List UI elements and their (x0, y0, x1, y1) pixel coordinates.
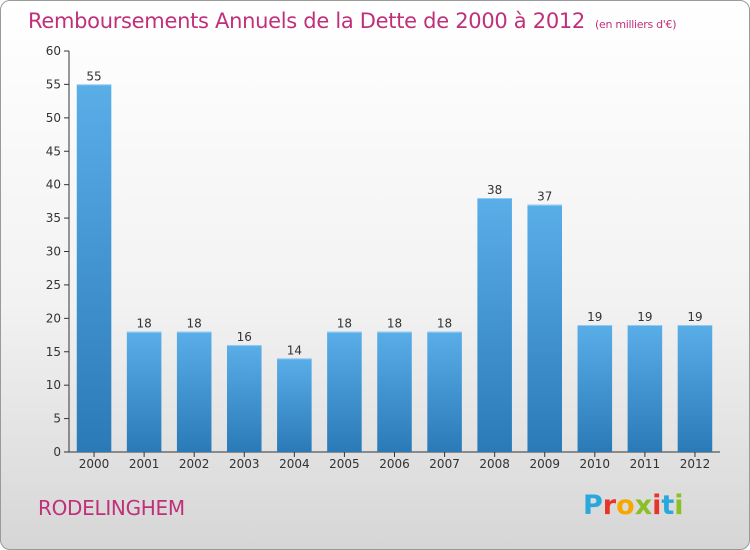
x-tick-label: 2005 (329, 457, 360, 471)
y-tick-label: 10 (46, 378, 61, 392)
title-text: Remboursements Annuels de la Dette de 20… (28, 9, 585, 33)
bar-2003[interactable] (226, 345, 262, 452)
value-label: 16 (237, 330, 252, 344)
x-tick-label: 2000 (79, 457, 110, 471)
bar-2002[interactable] (176, 331, 212, 452)
logo-letter: o (616, 490, 635, 521)
value-label: 18 (337, 317, 352, 331)
value-label: 55 (86, 69, 101, 83)
y-tick-label: 40 (46, 178, 61, 192)
value-labels: 55 18 18 16 14 18 18 18 38 37 19 19 19 (86, 69, 702, 357)
bar-2010[interactable] (577, 325, 613, 452)
y-tick-label: 5 (53, 412, 61, 426)
bar-chart: 0 5 10 15 20 25 30 35 40 45 50 55 60 2000 2001 2002 2003… (46, 44, 720, 471)
y-tick-label: 15 (46, 345, 61, 359)
value-label: 14 (287, 343, 302, 357)
value-label: 37 (537, 190, 552, 204)
x-tick-label: 2010 (580, 457, 611, 471)
value-label: 19 (687, 310, 702, 324)
value-label: 18 (187, 317, 202, 331)
axes: 0 5 10 15 20 25 30 35 40 45 50 55 60 2000 2001 2002 2003… (46, 44, 720, 471)
bar-2008[interactable] (477, 198, 512, 452)
value-label: 18 (136, 317, 151, 331)
bar-2006[interactable] (377, 331, 412, 452)
x-tick-label: 2011 (630, 457, 661, 471)
bar-2000[interactable] (76, 84, 112, 453)
value-label: 19 (637, 310, 652, 324)
chart-subtitle: (en milliers d'€) (595, 18, 677, 31)
x-tick-label: 2004 (279, 457, 310, 471)
x-tick-label: 2009 (529, 457, 560, 471)
logo-letter: r (602, 490, 617, 521)
y-tick-label: 35 (46, 211, 61, 225)
x-tick-label: 2001 (129, 457, 160, 471)
bar-2005[interactable] (327, 331, 362, 452)
logo-letter: t (661, 490, 675, 521)
y-tick-label: 50 (46, 111, 61, 125)
bar-2007[interactable] (427, 331, 462, 452)
bar-2009[interactable] (527, 204, 563, 452)
y-tick-label: 45 (46, 144, 61, 158)
x-tick-label: 2003 (229, 457, 260, 471)
x-tick-label: 2008 (479, 457, 510, 471)
y-tick-label: 55 (46, 77, 61, 91)
bar-2001[interactable] (126, 331, 162, 452)
proxiti-logo[interactable]: Proxiti (583, 490, 684, 521)
value-label: 19 (587, 310, 602, 324)
y-tick-label: 0 (53, 445, 61, 459)
logo-letter: i (652, 490, 662, 521)
value-label: 18 (387, 317, 402, 331)
y-tick-label: 20 (46, 311, 61, 325)
y-tick-label: 60 (46, 44, 61, 58)
bar-2004[interactable] (277, 358, 312, 452)
y-tick-label: 25 (46, 278, 61, 292)
bars (76, 84, 713, 453)
logo-letter: i (674, 490, 684, 521)
bar-2011[interactable] (627, 325, 663, 452)
chart-title: Remboursements Annuels de la Dette de 20… (28, 9, 676, 33)
bar-2012[interactable] (677, 325, 713, 452)
value-label: 18 (437, 317, 452, 331)
logo-letter: P (583, 490, 603, 521)
logo-letter: x (634, 490, 653, 521)
x-tick-label: 2012 (680, 457, 711, 471)
value-label: 38 (487, 183, 502, 197)
x-tick-label: 2006 (379, 457, 410, 471)
x-tick-label: 2007 (429, 457, 460, 471)
y-tick-label: 30 (46, 245, 61, 259)
x-tick-label: 2002 (179, 457, 210, 471)
city-name: RODELINGHEM (38, 496, 185, 520)
